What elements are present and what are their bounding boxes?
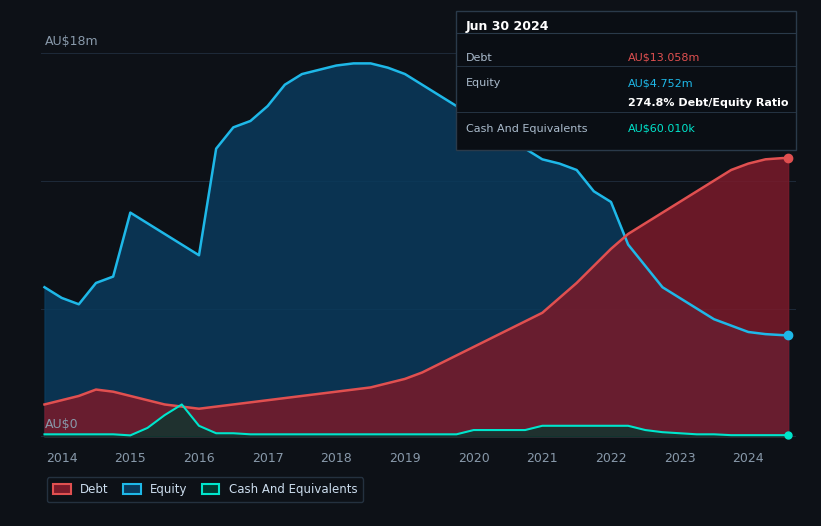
Text: AU$60.010k: AU$60.010k [628,124,696,134]
Legend: Debt, Equity, Cash And Equivalents: Debt, Equity, Cash And Equivalents [47,477,364,502]
Text: 274.8% Debt/Equity Ratio: 274.8% Debt/Equity Ratio [628,98,788,108]
Text: Equity: Equity [466,78,501,88]
Text: AU$18m: AU$18m [44,35,98,48]
Text: Jun 30 2024: Jun 30 2024 [466,20,549,33]
Text: AU$13.058m: AU$13.058m [628,53,700,63]
Text: Cash And Equivalents: Cash And Equivalents [466,124,587,134]
Text: AU$4.752m: AU$4.752m [628,78,694,88]
Text: AU$0: AU$0 [44,418,78,431]
Text: Debt: Debt [466,53,493,63]
